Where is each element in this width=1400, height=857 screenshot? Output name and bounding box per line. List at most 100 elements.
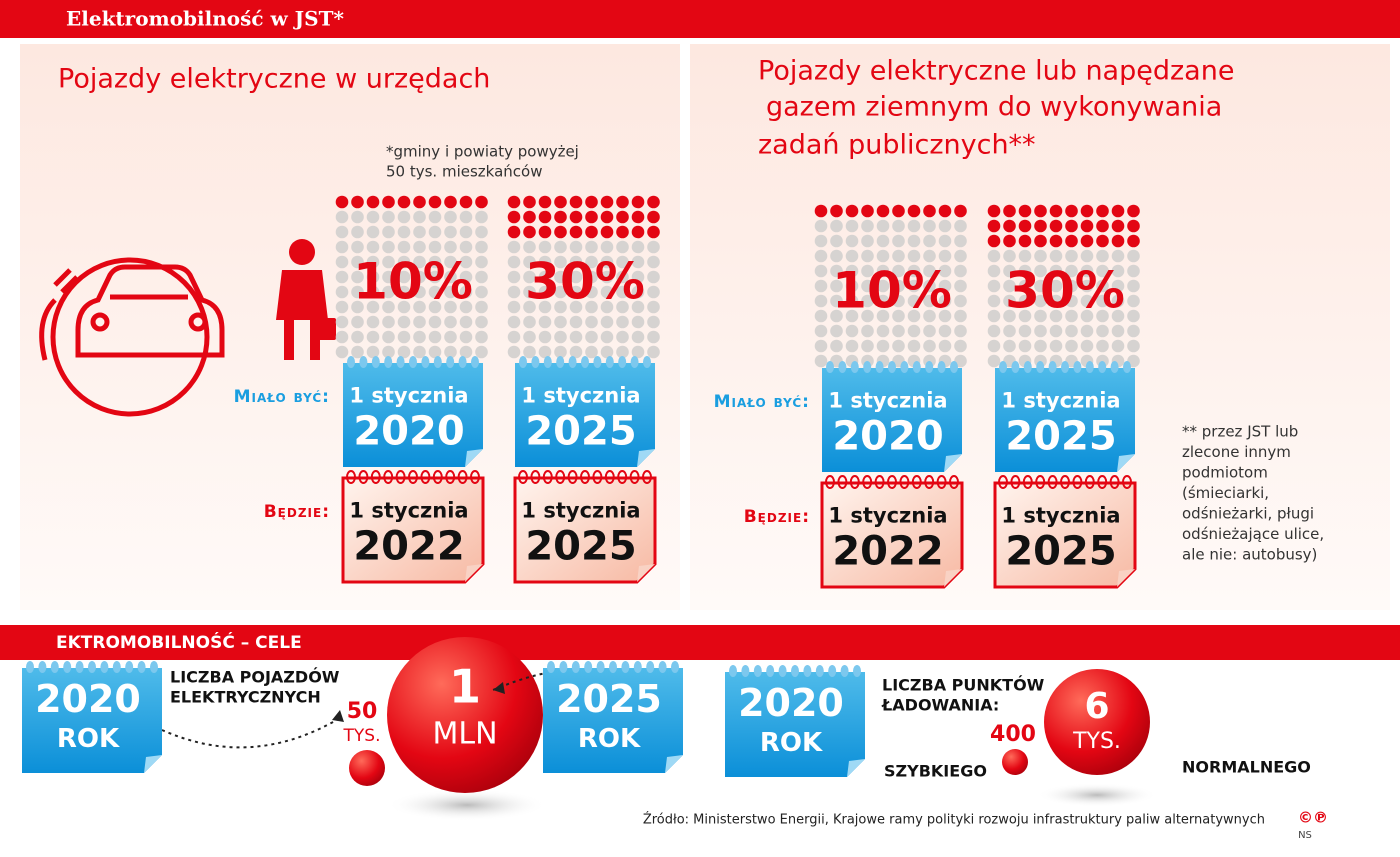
calendar bbox=[343, 363, 483, 467]
calendar-ring bbox=[519, 356, 527, 368]
calendar-ring bbox=[643, 356, 651, 368]
calendar-ring bbox=[556, 356, 565, 368]
dot bbox=[523, 285, 536, 299]
dot bbox=[335, 255, 349, 269]
dot bbox=[892, 324, 905, 338]
calendar-ring bbox=[840, 665, 849, 677]
dot bbox=[647, 270, 660, 284]
dot bbox=[845, 309, 859, 323]
right-note: zlecone innym bbox=[1182, 443, 1291, 461]
calendar-ring bbox=[75, 661, 84, 673]
dot bbox=[616, 270, 629, 284]
calendar-top: 1 stycznia bbox=[521, 498, 640, 522]
dot bbox=[459, 285, 473, 299]
calendar-ring bbox=[547, 661, 555, 673]
dot bbox=[475, 240, 488, 254]
calendar bbox=[22, 668, 162, 773]
calendar-ring bbox=[609, 661, 617, 673]
dot bbox=[507, 285, 521, 299]
dot bbox=[938, 234, 952, 248]
calendar-top: 2020 bbox=[738, 681, 844, 725]
dot bbox=[1096, 294, 1109, 308]
right-note: ale nie: autobusy) bbox=[1182, 546, 1317, 564]
dot bbox=[523, 330, 536, 344]
calendar-ring bbox=[853, 665, 861, 677]
dot bbox=[538, 330, 552, 344]
row-label: Miało być: bbox=[714, 392, 810, 412]
dot bbox=[459, 210, 473, 224]
dot bbox=[861, 309, 874, 323]
dot bbox=[538, 270, 552, 284]
calendar-ring bbox=[1022, 475, 1033, 489]
dot bbox=[1080, 324, 1094, 338]
dot bbox=[1065, 249, 1078, 263]
dot bbox=[1003, 204, 1016, 218]
dot bbox=[1111, 264, 1125, 278]
label: ŁADOWANIA: bbox=[881, 696, 999, 715]
dot bbox=[335, 285, 349, 299]
dot bbox=[1065, 324, 1078, 338]
label: NORMALNEGO bbox=[1182, 758, 1311, 777]
dot bbox=[631, 345, 645, 359]
calendar-ring bbox=[887, 475, 897, 489]
dot bbox=[987, 294, 1001, 308]
dot bbox=[647, 285, 660, 299]
dot bbox=[382, 270, 395, 284]
dot bbox=[413, 225, 426, 239]
calendar-ring bbox=[1072, 475, 1083, 489]
dot bbox=[428, 255, 442, 269]
calendar-ring bbox=[633, 661, 642, 673]
dot bbox=[413, 315, 426, 329]
dot bbox=[444, 270, 457, 284]
dot bbox=[600, 255, 614, 269]
dot bbox=[444, 255, 457, 269]
dot bbox=[366, 300, 380, 314]
dot bbox=[1065, 234, 1078, 248]
dot bbox=[569, 300, 583, 314]
value-unit: TYS. bbox=[343, 726, 381, 746]
dot bbox=[585, 285, 598, 299]
dot bbox=[647, 330, 660, 344]
dot bbox=[1096, 234, 1109, 248]
calendar-ring bbox=[88, 661, 96, 673]
dot bbox=[987, 249, 1001, 263]
dot bbox=[397, 330, 411, 344]
dot bbox=[554, 195, 567, 209]
calendar-ring bbox=[900, 361, 909, 373]
dot bbox=[1034, 279, 1047, 293]
dot bbox=[954, 309, 967, 323]
dot bbox=[987, 234, 1001, 248]
dot bbox=[845, 279, 859, 293]
dot bbox=[876, 249, 890, 263]
dot bbox=[1049, 309, 1063, 323]
calendar-ring bbox=[580, 470, 590, 484]
dot bbox=[616, 315, 629, 329]
calendar-ring bbox=[395, 470, 406, 484]
dot bbox=[938, 204, 952, 218]
dot bbox=[892, 279, 905, 293]
dot bbox=[554, 240, 567, 254]
dot bbox=[1096, 339, 1109, 353]
value: 400 bbox=[990, 722, 1036, 747]
dot bbox=[382, 195, 395, 209]
calendar bbox=[515, 363, 655, 467]
row-label: Będzie: bbox=[264, 502, 330, 522]
dot bbox=[538, 195, 552, 209]
dot bbox=[1065, 204, 1078, 218]
dot bbox=[923, 324, 936, 338]
dot bbox=[1096, 249, 1109, 263]
dot bbox=[631, 300, 645, 314]
dot bbox=[397, 345, 411, 359]
dot bbox=[382, 315, 395, 329]
dot bbox=[954, 294, 967, 308]
dot bbox=[631, 225, 645, 239]
calendar-ring bbox=[778, 665, 787, 677]
dot bbox=[366, 210, 380, 224]
calendar-ring bbox=[911, 475, 922, 489]
calendar-top: 1 stycznia bbox=[1001, 503, 1120, 527]
dot bbox=[1018, 204, 1032, 218]
label: LICZBA PUNKTÓW bbox=[882, 676, 1045, 695]
dot bbox=[397, 210, 411, 224]
dot bbox=[814, 264, 828, 278]
calendar-fold bbox=[1117, 569, 1135, 587]
